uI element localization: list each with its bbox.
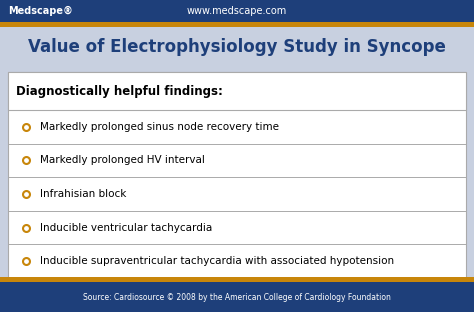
Text: Medscape®: Medscape®: [8, 6, 73, 16]
Text: Infrahisian block: Infrahisian block: [40, 189, 127, 199]
Text: Source: Cardiosource © 2008 by the American College of Cardiology Foundation: Source: Cardiosource © 2008 by the Ameri…: [83, 293, 391, 301]
Text: Inducible supraventricular tachycardia with associated hypotension: Inducible supraventricular tachycardia w…: [40, 256, 394, 266]
Bar: [0, 282, 474, 312]
Text: Value of Electrophysiology Study in Syncope: Value of Electrophysiology Study in Sync…: [28, 38, 446, 56]
Bar: [0, 0, 474, 22]
Bar: [0, 277, 474, 282]
Text: Markedly prolonged HV interval: Markedly prolonged HV interval: [40, 155, 205, 165]
Bar: [8, 72, 466, 110]
Text: Markedly prolonged sinus node recovery time: Markedly prolonged sinus node recovery t…: [40, 122, 279, 132]
Text: Diagnostically helpful findings:: Diagnostically helpful findings:: [16, 85, 223, 97]
Bar: [8, 72, 466, 278]
Text: www.medscape.com: www.medscape.com: [187, 6, 287, 16]
Text: Inducible ventricular tachycardia: Inducible ventricular tachycardia: [40, 222, 212, 233]
Bar: [0, 22, 474, 27]
